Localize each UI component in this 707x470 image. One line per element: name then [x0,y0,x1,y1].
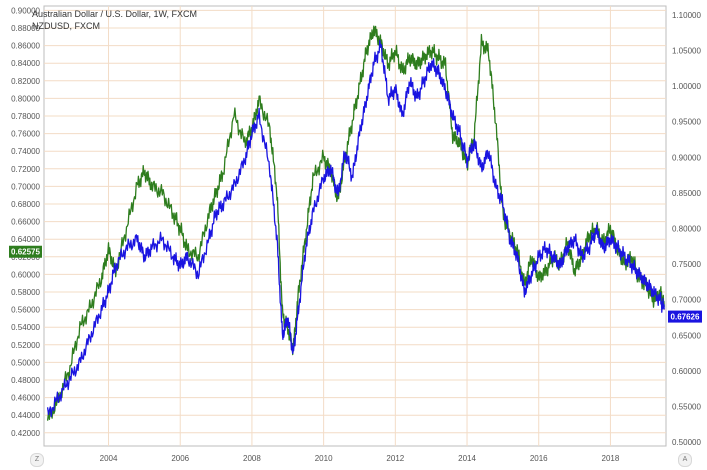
right-price-axis[interactable]: 0.50000 0.55000 0.60000 0.65000 0.70000 0.750… [672,11,701,447]
right-tick-label: 1.00000 [672,82,701,91]
right-last-value-label: 0.67626 [671,313,700,322]
right-tick-label: 0.70000 [672,296,701,305]
x-tick-label: 2008 [243,454,261,463]
left-tick-label: 0.56000 [11,306,40,315]
time-axis[interactable]: 2004 2006 2008 2010 2012 2014 2016 2018 [100,454,620,463]
left-tick-label: 0.84000 [11,59,40,68]
x-tick-label: 2014 [458,454,476,463]
left-tick-label: 0.78000 [11,112,40,121]
audusd-series-line [46,25,665,421]
left-tick-label: 0.68000 [11,200,40,209]
left-tick-label: 0.66000 [11,218,40,227]
series-layer [46,25,665,421]
plot-area-border [43,5,667,447]
left-last-value-tag [9,245,42,258]
left-tick-label: 0.70000 [11,182,40,191]
left-tick-label: 0.88000 [11,24,40,33]
left-tick-label: 0.50000 [11,358,40,367]
right-tick-label: 0.75000 [672,260,701,269]
nzdusd-series-line [46,39,665,418]
left-last-value-label: 0.62575 [11,248,40,257]
left-tick-label: 0.52000 [11,341,40,350]
right-last-value-tag [668,310,702,323]
left-tick-label: 0.48000 [11,376,40,385]
left-tick-label: 0.86000 [11,42,40,51]
left-tick-label: 0.82000 [11,77,40,86]
right-tick-label: 0.90000 [672,153,701,162]
left-tick-label: 0.64000 [11,235,40,244]
x-tick-label: 2010 [315,454,333,463]
right-tick-label: 0.55000 [672,402,701,411]
left-tick-label: 0.54000 [11,323,40,332]
right-tick-label: 1.05000 [672,46,701,55]
right-tick-label: 0.50000 [672,438,701,447]
horizontal-gridlines [44,9,666,434]
x-tick-label: 2016 [530,454,548,463]
series-title-audusd: Australian Dollar / U.S. Dollar, 1W, FXC… [32,9,198,19]
x-tick-label: 2012 [386,454,404,463]
auto-scale-right-button[interactable]: A [678,453,692,467]
left-tick-label: 0.44000 [11,411,40,420]
right-tick-label: 1.10000 [672,11,701,20]
left-tick-label: 0.80000 [11,94,40,103]
series-title-nzdusd: NZDUSD, FXCM [32,21,100,31]
right-tick-label: 0.85000 [672,189,701,198]
auto-scale-left-button[interactable]: Z [30,453,44,467]
last-value-tags: 0.62575 0.67626 [9,245,702,323]
right-tick-label: 0.80000 [672,224,701,233]
left-tick-label: 0.76000 [11,130,40,139]
left-tick-label: 0.60000 [11,270,40,279]
right-tick-label: 0.60000 [672,367,701,376]
right-tick-label: 0.95000 [672,118,701,127]
right-tick-label: 0.65000 [672,331,701,340]
x-tick-label: 2004 [100,454,118,463]
left-tick-label: 0.72000 [11,165,40,174]
left-tick-label: 0.46000 [11,394,40,403]
x-tick-label: 2018 [602,454,620,463]
x-tick-label: 2006 [171,454,189,463]
left-tick-label: 0.42000 [11,429,40,438]
left-tick-label: 0.58000 [11,288,40,297]
left-price-axis[interactable]: 0.42000 0.44000 0.46000 0.48000 0.50000 0.520… [11,6,40,437]
left-tick-label: 0.90000 [11,6,40,15]
left-tick-label: 0.74000 [11,147,40,156]
